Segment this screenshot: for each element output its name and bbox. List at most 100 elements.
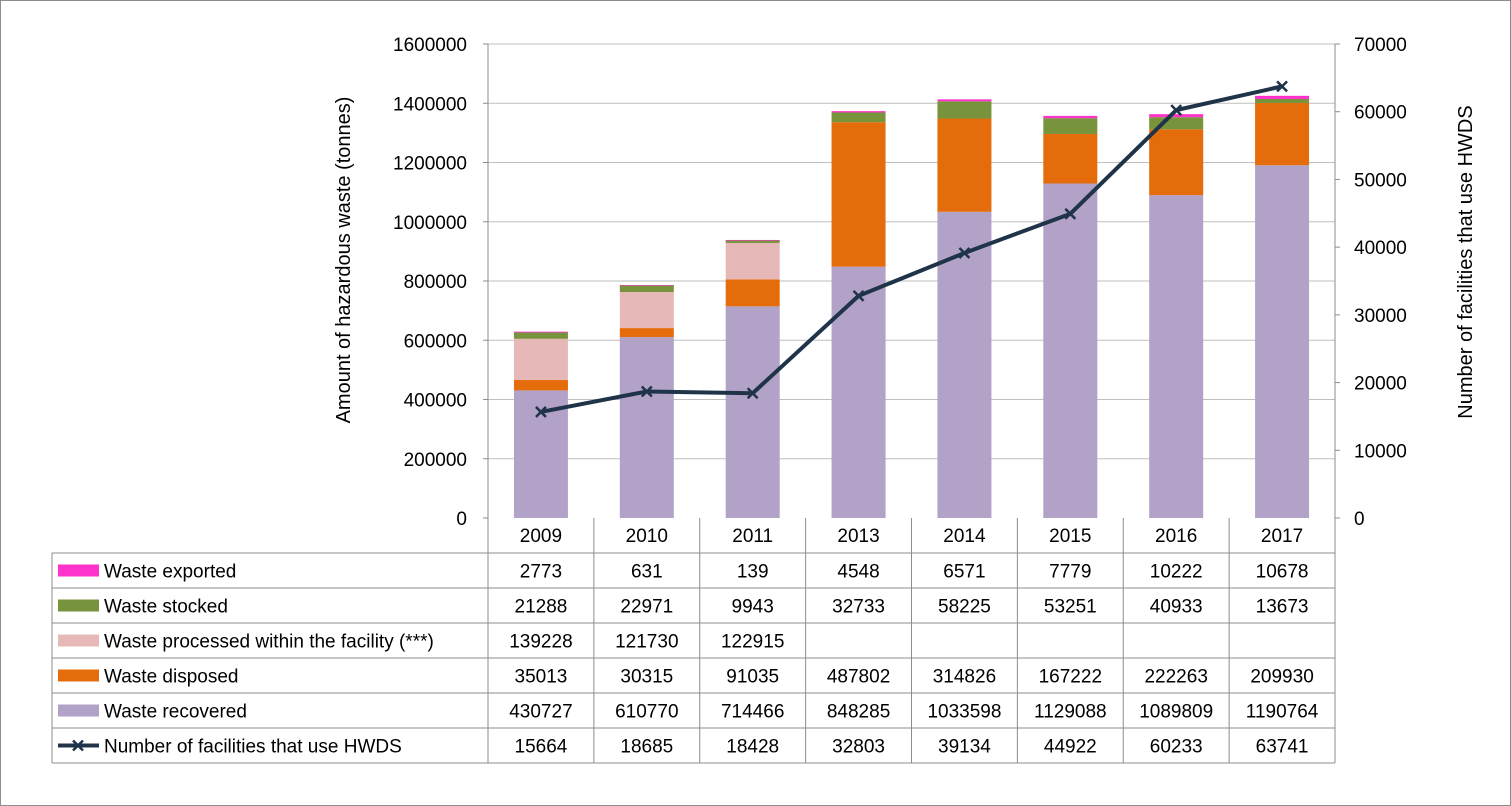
table-value: 10222 (1150, 562, 1203, 583)
table-value: 631 (631, 562, 663, 583)
table-value: 32803 (832, 737, 885, 758)
y-axis-title: Amount of hazardous waste (tonnes) (333, 97, 355, 424)
y2-axis-title: Number of facilities that use HWDS (1455, 105, 1477, 418)
table-value: 1190764 (1246, 702, 1319, 723)
bar-waste-stocked (513, 332, 568, 339)
bar-waste-disposed (1149, 129, 1204, 196)
bar-waste-recovered (1149, 195, 1204, 518)
line-point-marker (1276, 80, 1288, 93)
table-value: 167222 (1039, 667, 1102, 688)
table-value: 209930 (1250, 667, 1313, 688)
x-tick-label: 2011 (732, 526, 773, 547)
table-value: 1033598 (927, 702, 1001, 723)
table-value: 35013 (515, 667, 568, 688)
table-value: 430727 (509, 702, 572, 723)
line-point-marker (852, 289, 865, 302)
y-tick-label: 0 (456, 509, 467, 530)
legend-entry: Waste stocked (104, 597, 228, 618)
line-point-marker (1064, 207, 1077, 220)
table-value: 18428 (726, 737, 779, 758)
table-value: 314826 (933, 667, 996, 688)
x-tick-label: 2014 (943, 526, 986, 547)
table-value: 487802 (827, 667, 890, 688)
bar-waste-exported (937, 99, 992, 102)
bar-waste-recovered (725, 306, 780, 518)
x-tick-label: 2016 (1155, 526, 1197, 547)
y2-tick-label: 0 (1354, 509, 1365, 530)
bar-waste-stocked (1255, 98, 1310, 104)
legend-entry: Waste disposed (104, 667, 238, 688)
table-value: 139 (737, 562, 769, 583)
y-tick-label: 200000 (404, 450, 467, 471)
y-tick-label: 800000 (404, 272, 467, 293)
y-tick-label: 1000000 (393, 213, 467, 234)
bar-waste-disposed (1043, 133, 1098, 184)
x-tick-label: 2015 (1049, 526, 1091, 547)
bar-waste-stocked (831, 112, 886, 123)
table-value: 2773 (520, 562, 562, 583)
legend-entry: Waste recovered (104, 702, 247, 723)
bar-waste-processed-within-the-facility (619, 292, 674, 329)
legend-key-swatch (58, 704, 99, 717)
bar-waste-disposed (1255, 103, 1310, 166)
y2-tick-label: 30000 (1354, 306, 1407, 327)
table-value: 6571 (943, 562, 985, 583)
table-value: 18685 (620, 737, 673, 758)
table-value: 121730 (615, 632, 678, 653)
x-tick-label: 2017 (1261, 526, 1303, 547)
legend-entry: Number of facilities that use HWDS (104, 737, 402, 758)
table-value: 1129088 (1034, 702, 1107, 723)
y2-tick-label: 70000 (1354, 35, 1407, 56)
x-tick-label: 2010 (626, 526, 668, 547)
line-point-marker (640, 385, 653, 398)
table-value: 44922 (1044, 737, 1097, 758)
y-tick-label: 600000 (404, 331, 467, 352)
table-value: 1089809 (1139, 702, 1213, 723)
bar-waste-stocked (725, 240, 780, 243)
table-value: 21288 (515, 597, 568, 618)
bar-waste-disposed (725, 279, 780, 307)
legend-key-swatch (58, 669, 99, 682)
y2-tick-label: 10000 (1354, 441, 1407, 462)
y-tick-label: 400000 (404, 391, 467, 412)
bar-waste-exported (1149, 114, 1204, 118)
bar-waste-processed-within-the-facility (725, 242, 780, 280)
table-value: 63741 (1256, 737, 1309, 758)
table-value: 4548 (837, 562, 879, 583)
bar-waste-exported (619, 285, 674, 286)
table-value: 13673 (1256, 597, 1309, 618)
bar-waste-recovered (1043, 183, 1098, 518)
bar-waste-exported (1255, 95, 1310, 99)
bar-waste-exported (725, 239, 780, 241)
legend-key-marker (72, 739, 84, 752)
line-point-marker (535, 406, 547, 418)
bar-waste-disposed (619, 328, 674, 338)
bar-waste-stocked (937, 101, 992, 119)
table-value: 30315 (620, 667, 673, 688)
line-point-marker (746, 387, 759, 400)
line-point-marker (1170, 104, 1183, 117)
table-value: 139228 (509, 632, 572, 653)
table-value: 848285 (827, 702, 890, 723)
bar-waste-disposed (937, 118, 992, 212)
y2-tick-label: 60000 (1354, 103, 1407, 124)
bar-waste-stocked (1149, 117, 1204, 130)
table-value: 39134 (938, 737, 991, 758)
y-tick-label: 1600000 (393, 35, 467, 56)
bar-waste-recovered (937, 211, 992, 519)
table-value: 10678 (1256, 562, 1309, 583)
table-value: 40933 (1150, 597, 1203, 618)
table-value: 7779 (1049, 562, 1091, 583)
table-value: 53251 (1044, 597, 1097, 618)
bar-waste-recovered (619, 337, 674, 518)
y-tick-label: 1200000 (393, 154, 467, 175)
legend-entry: Waste processed within the facility (***… (104, 632, 434, 653)
bar-waste-exported (831, 111, 886, 113)
line-point-marker (958, 247, 971, 259)
table-value: 15664 (515, 737, 568, 758)
table-value: 22971 (620, 597, 673, 618)
table-value: 122915 (721, 632, 784, 653)
y2-tick-label: 20000 (1354, 374, 1407, 395)
bar-waste-stocked (1043, 118, 1098, 134)
